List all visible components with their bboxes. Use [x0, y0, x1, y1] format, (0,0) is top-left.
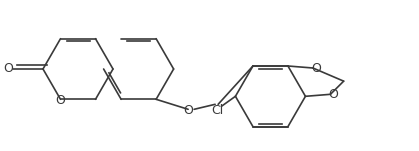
Text: Cl: Cl: [211, 104, 224, 117]
Text: O: O: [183, 104, 193, 117]
Text: O: O: [311, 61, 321, 74]
Text: O: O: [56, 94, 65, 107]
Text: O: O: [328, 88, 339, 101]
Text: O: O: [3, 63, 13, 76]
